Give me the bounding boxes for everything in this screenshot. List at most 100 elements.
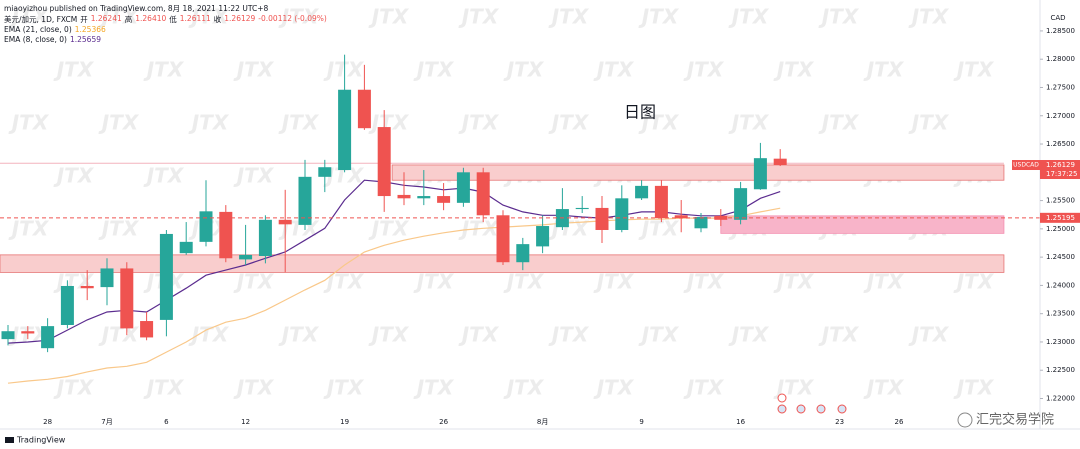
high-value: 1.26410 xyxy=(135,14,167,23)
watermark: JTX xyxy=(188,323,230,347)
event-flag xyxy=(796,404,806,414)
watermark: JTX xyxy=(908,323,950,347)
candle-body xyxy=(694,216,708,229)
watermark: JTX xyxy=(368,217,410,241)
candle-body xyxy=(298,176,312,225)
watermark: JTX xyxy=(323,270,365,294)
candle-body xyxy=(674,215,688,219)
candle-body xyxy=(219,211,233,259)
currency: CAD xyxy=(1050,14,1065,22)
watermark: JTX xyxy=(278,5,320,29)
x-tick-label: 6 xyxy=(164,418,169,426)
ema-line xyxy=(7,207,781,384)
candle-body xyxy=(357,89,371,129)
x-tick-label: 8月 xyxy=(537,418,548,426)
publisher-text: miaoyizhou published on TradingView.com,… xyxy=(4,4,269,13)
watermark: JTX xyxy=(278,111,320,135)
candle-body xyxy=(278,219,292,225)
candle-body xyxy=(1,331,15,340)
candle-body xyxy=(516,244,530,263)
x-tick-label: 7月 xyxy=(101,418,112,426)
watermark: JTX xyxy=(638,217,680,241)
watermark: JTX xyxy=(503,270,545,294)
watermark: JTX xyxy=(8,217,50,241)
event-flags xyxy=(777,393,847,414)
watermark: JTX xyxy=(188,111,230,135)
watermark: JTX xyxy=(98,5,140,29)
candle-body xyxy=(140,321,154,338)
watermark: JTX xyxy=(8,111,50,135)
watermark: JTX xyxy=(233,376,275,400)
candle-body xyxy=(80,285,94,289)
candle-body xyxy=(714,215,728,220)
zone xyxy=(720,215,1005,234)
candle-body xyxy=(417,196,431,199)
watermark: JTX xyxy=(233,58,275,82)
y-tick-label: 1.27000 xyxy=(1046,112,1075,120)
ema-legend: EMA (8, close, 0) 1.25659 xyxy=(4,35,101,44)
watermark: JTX xyxy=(773,270,815,294)
watermark: JTX xyxy=(638,111,680,135)
candle-body xyxy=(258,219,272,256)
legend-name: EMA (8, close, 0) xyxy=(4,35,67,44)
watermark: JTX xyxy=(98,217,140,241)
candle-body xyxy=(654,185,668,219)
watermark: JTX xyxy=(593,376,635,400)
publisher: miaoyizhou published on TradingView.com,… xyxy=(4,3,268,14)
legend-name: EMA (21, close, 0) xyxy=(4,25,72,34)
symbol-box xyxy=(1012,160,1040,171)
candle-body xyxy=(120,268,134,329)
watermark: JTX xyxy=(53,58,95,82)
x-tick-label: 19 xyxy=(340,418,349,426)
candle-body xyxy=(456,172,470,203)
watermark: JTX xyxy=(413,376,455,400)
candle-body xyxy=(437,196,451,203)
y-tick-label: 1.23500 xyxy=(1046,310,1075,318)
watermark: JTX xyxy=(548,111,590,135)
watermark: JTX xyxy=(143,164,185,188)
watermark: JTX xyxy=(548,323,590,347)
watermark: JTX xyxy=(413,270,455,294)
price-line-box xyxy=(1040,212,1080,223)
watermark: JTX xyxy=(143,58,185,82)
watermark: JTX xyxy=(323,376,365,400)
x-tick-label: 12 xyxy=(241,418,250,426)
y-tick-label: 1.28500 xyxy=(1046,27,1075,35)
watermark: JTX xyxy=(233,164,275,188)
y-tick-label: 1.27500 xyxy=(1046,83,1075,91)
watermark: JTX xyxy=(683,376,725,400)
y-tick-label: 1.25500 xyxy=(1046,197,1075,205)
event-flag xyxy=(777,404,787,414)
candle-body xyxy=(159,233,173,320)
watermark: JTX xyxy=(863,270,905,294)
watermark: JTX xyxy=(233,270,275,294)
y-tick-label: 1.22500 xyxy=(1046,366,1075,374)
candle-body xyxy=(239,254,253,260)
x-tick-label: 9 xyxy=(639,418,643,426)
watermark: JTX xyxy=(548,5,590,29)
candle-body xyxy=(179,241,193,254)
watermark: JTX xyxy=(188,5,230,29)
candle-body xyxy=(575,207,589,210)
watermark: JTX xyxy=(818,111,860,135)
watermark: JTX xyxy=(503,58,545,82)
y-tick-label: 1.23000 xyxy=(1046,338,1075,346)
close-label: 收 xyxy=(213,15,222,24)
event-flag xyxy=(777,393,787,403)
watermark: JTX xyxy=(728,111,770,135)
candle-body xyxy=(318,167,332,177)
candle-body xyxy=(773,158,787,166)
x-tick-label: 28 xyxy=(43,418,52,426)
candle-body xyxy=(338,89,352,171)
y-tick-label: 1.28000 xyxy=(1046,55,1075,63)
candle-body xyxy=(377,127,391,197)
watermark: JTX xyxy=(953,376,995,400)
watermark: JTX xyxy=(98,111,140,135)
last-price-label: 1.26129 xyxy=(1046,161,1075,169)
watermark: JTX xyxy=(458,323,500,347)
ohlc-legend: 美元/加元, 1D, FXCM 开 1.26241 高 1.26410 低 1.261… xyxy=(4,14,327,25)
watermark: JTX xyxy=(53,164,95,188)
last-price-box xyxy=(1040,160,1080,180)
watermark: JTX xyxy=(368,5,410,29)
